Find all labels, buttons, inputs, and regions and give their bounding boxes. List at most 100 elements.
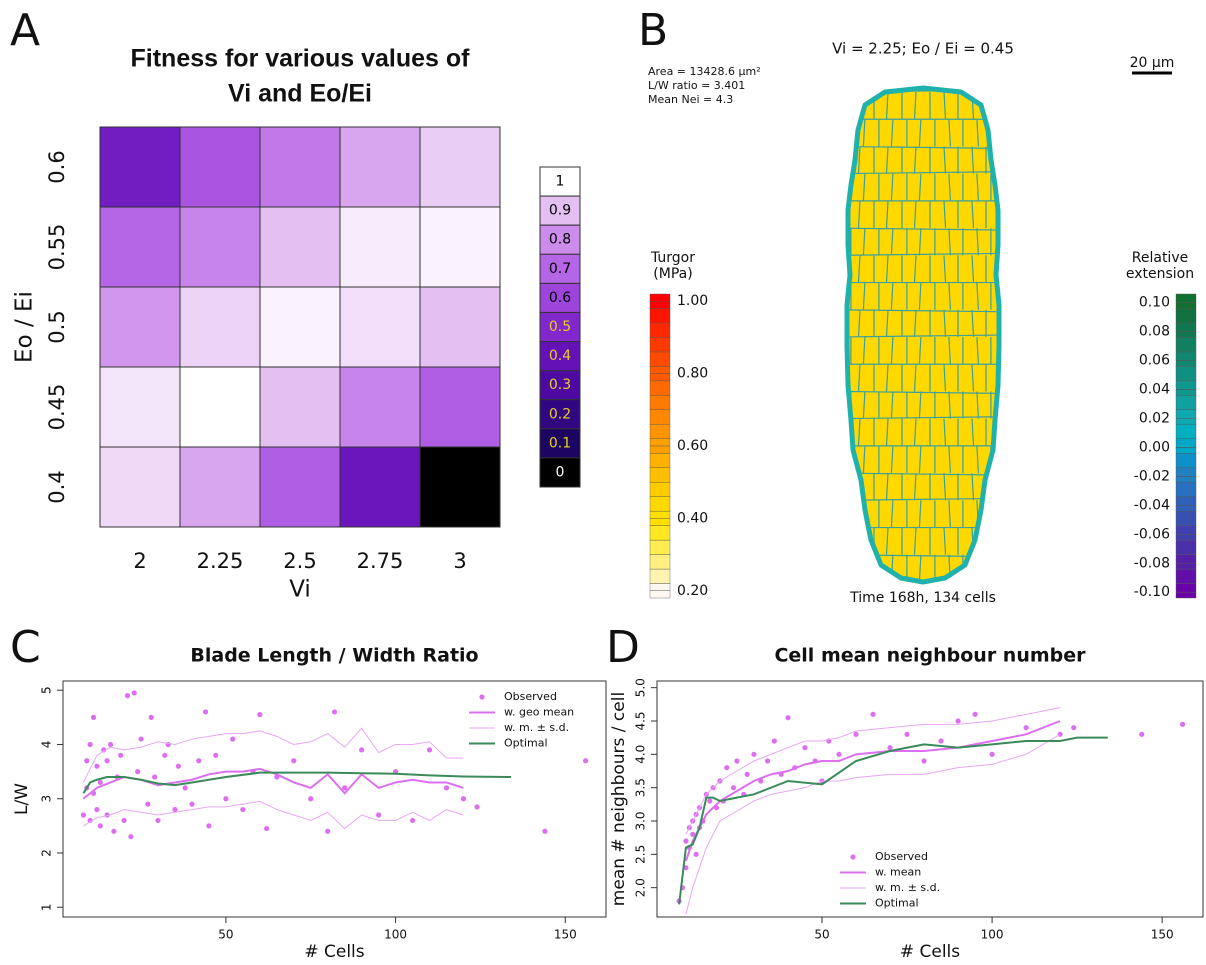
data-point — [257, 712, 263, 718]
cell-wall — [890, 228, 894, 256]
colorbar-step — [1175, 525, 1197, 541]
legend-label: 0.7 — [549, 261, 571, 277]
colorbar-step — [649, 496, 671, 512]
cell-wall — [1005, 500, 1007, 527]
y-tick-label: 3.5 — [634, 778, 648, 797]
y-tick-label: 2 — [40, 849, 54, 857]
x-axis-label: # Cells — [900, 942, 960, 962]
heat-cell — [419, 126, 501, 208]
data-point — [138, 736, 144, 742]
data-point — [155, 817, 161, 824]
cell-wall — [885, 364, 889, 392]
heat-cell — [179, 446, 261, 528]
legend-label: Optimal — [875, 897, 919, 910]
heat-cell — [259, 206, 341, 288]
colorbar-step — [1175, 568, 1197, 584]
cell-wall — [1005, 119, 1007, 146]
data-point — [264, 825, 270, 832]
data-point — [189, 801, 195, 807]
data-point — [921, 758, 927, 764]
data-point — [152, 774, 158, 780]
colorbar-step — [1175, 539, 1197, 555]
data-point — [101, 747, 107, 753]
cell-wall — [976, 119, 979, 147]
legend-label: w. m. ± s.d. — [875, 881, 940, 894]
data-point — [751, 751, 757, 757]
legend-swatch — [539, 428, 581, 459]
cell-wall — [1005, 174, 1007, 201]
data-point — [308, 796, 314, 802]
data-point — [145, 801, 151, 807]
colorbar-step — [1175, 467, 1197, 483]
colorbar-tick-label: -0.04 — [1134, 497, 1170, 513]
colorbar-step — [649, 525, 671, 541]
heat-cell — [419, 286, 501, 368]
cell-wall — [847, 309, 999, 313]
legend-label: Optimal — [504, 737, 548, 750]
heat-cell — [179, 366, 261, 448]
cell-wall — [913, 473, 917, 501]
data-point — [426, 747, 433, 753]
cell-wall — [918, 445, 922, 474]
y-tick-label: 0.45 — [45, 384, 69, 431]
x-tick-label: 150 — [1151, 928, 1174, 942]
cell-wall — [913, 418, 917, 446]
cell-wall — [976, 445, 979, 474]
colorbar-tick-label: 0.20 — [677, 583, 708, 599]
cell-wall — [857, 527, 861, 555]
cell-wall — [1005, 446, 1007, 473]
data-point — [938, 738, 944, 744]
cell-wall — [976, 173, 979, 201]
data-point — [955, 718, 961, 724]
cell-wall — [971, 146, 975, 174]
data-point — [94, 806, 100, 813]
heat-cell — [339, 366, 421, 448]
cell-wall — [862, 554, 866, 582]
x-tick-label: 2.25 — [197, 549, 244, 573]
colorbar-step — [1175, 409, 1197, 425]
cell-wall — [948, 500, 951, 528]
colorbar-step — [1175, 380, 1197, 396]
legend-label: 0.3 — [549, 377, 571, 393]
cell-wall — [976, 391, 979, 419]
colorbar-step — [649, 395, 671, 411]
colorbar-tick-label: -0.08 — [1134, 555, 1170, 571]
data-point — [359, 747, 365, 753]
colorbar-step — [1175, 481, 1197, 497]
data-point — [325, 828, 331, 834]
heat-cell — [259, 126, 341, 208]
blade-outline — [844, 85, 1002, 585]
cell-wall — [857, 255, 861, 283]
colorbar-step — [1175, 351, 1197, 367]
cell-wall — [1000, 255, 1002, 282]
series-line — [685, 707, 1061, 835]
data-point — [148, 714, 154, 720]
colorbar-step — [1175, 554, 1197, 570]
cell-wall — [890, 445, 894, 474]
heat-cell — [419, 366, 501, 448]
cell-wall — [885, 473, 889, 501]
cell-wall — [857, 418, 861, 446]
data-point — [460, 796, 467, 802]
legend-swatch — [539, 457, 581, 488]
cell-wall — [943, 200, 947, 229]
data-point — [121, 817, 127, 824]
x-tick-label: 100 — [981, 928, 1004, 942]
caption: Time 168h, 134 cells — [849, 590, 996, 606]
legend-swatch — [539, 195, 581, 226]
data-point — [542, 828, 548, 834]
data-point — [84, 758, 90, 764]
y-axis-label: Eo / Ei — [12, 291, 38, 363]
cell-wall — [1005, 337, 1007, 364]
data-point — [1071, 725, 1077, 731]
colorbar-step — [1175, 337, 1197, 353]
colorbar-tick-label: 0.08 — [1139, 324, 1170, 340]
colorbar-step — [1175, 510, 1197, 526]
panel-label: A — [10, 5, 40, 56]
data-point — [182, 785, 188, 791]
cell-wall — [943, 91, 947, 120]
colorbar-step — [649, 554, 671, 570]
data-point — [196, 758, 202, 764]
data-point — [887, 745, 893, 751]
data-point — [443, 785, 450, 791]
